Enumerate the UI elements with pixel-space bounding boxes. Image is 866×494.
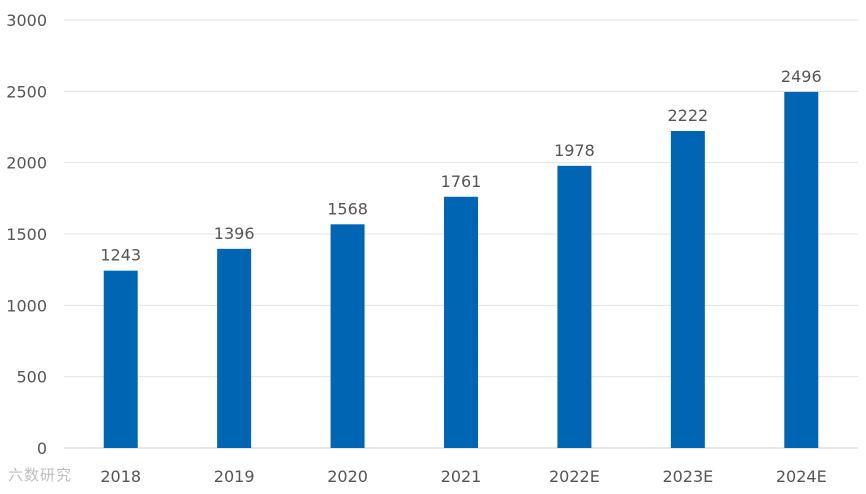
x-tick-label: 2022E	[549, 467, 600, 486]
x-tick-label: 2019	[214, 467, 255, 486]
bar	[217, 248, 252, 448]
y-tick-label: 3000	[6, 11, 47, 30]
data-label: 2222	[667, 106, 708, 125]
x-axis-ticks: 2018 2019 2020 2021 2022E 2023E 2024E	[100, 467, 826, 486]
bar	[444, 196, 478, 448]
bars	[103, 91, 819, 449]
data-label: 1243	[100, 246, 141, 265]
x-tick-label: 2023E	[662, 467, 713, 486]
y-tick-label: 1500	[6, 225, 47, 244]
data-labels: 1243 1396 1568 1761 1978 2222 2496	[100, 67, 821, 265]
bar	[784, 91, 819, 449]
data-label: 1568	[327, 199, 368, 218]
y-tick-label: 500	[16, 368, 47, 387]
y-tick-label: 0	[37, 439, 47, 458]
y-tick-label: 1000	[6, 296, 47, 315]
data-label: 1396	[214, 224, 255, 243]
data-label: 1978	[554, 141, 595, 160]
data-label: 2496	[781, 67, 822, 86]
y-tick-label: 2500	[6, 82, 47, 101]
bar	[330, 224, 365, 448]
x-tick-label: 2024E	[776, 467, 827, 486]
watermark-text: 六数研究	[8, 466, 73, 484]
x-tick-label: 2021	[441, 467, 482, 486]
bar	[557, 165, 592, 448]
x-tick-label: 2020	[327, 467, 368, 486]
bar	[670, 130, 705, 448]
x-tick-label: 2018	[100, 467, 141, 486]
bar	[103, 270, 138, 448]
y-axis-ticks: 0 500 1000 1500 2000 2500 3000	[6, 11, 47, 458]
y-tick-label: 2000	[6, 154, 47, 173]
data-label: 1761	[441, 172, 482, 191]
